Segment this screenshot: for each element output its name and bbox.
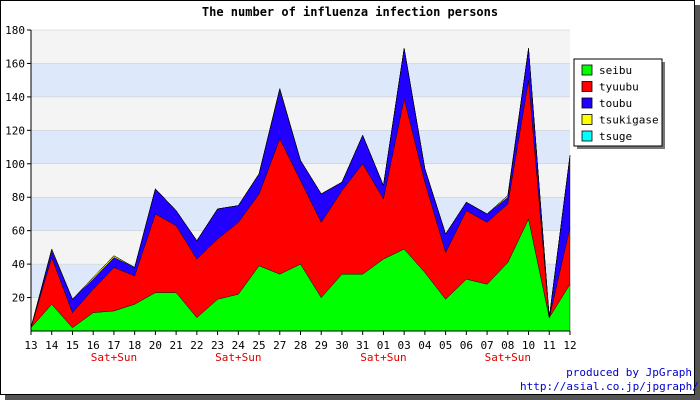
y-tick-label: 140: [5, 91, 25, 104]
x-tick-label: 03: [398, 339, 411, 352]
legend-label-tsukigase: tsukigase: [599, 114, 659, 127]
grid-band: [31, 96, 570, 131]
y-tick-label: 40: [12, 258, 25, 271]
y-tick-label: 180: [5, 24, 25, 37]
x-tick-label: 04: [418, 339, 432, 352]
legend-swatch-toubu: [581, 97, 593, 109]
grid-band: [31, 130, 570, 164]
y-tick-label: 80: [12, 191, 25, 204]
y-tick-label: 60: [12, 225, 25, 238]
x-tick-label: 23: [211, 339, 224, 352]
x-tick-label: 29: [315, 339, 328, 352]
x-tick-label: 14: [45, 339, 59, 352]
x-tick-label: 08: [501, 339, 514, 352]
x-tick-label: 30: [335, 339, 348, 352]
y-tick-label: 20: [12, 292, 25, 305]
y-tick-label: 120: [5, 124, 25, 137]
y-tick-label: 160: [5, 57, 25, 70]
x-tick-label: 11: [543, 339, 556, 352]
x-tick-label: 15: [66, 339, 79, 352]
credit: produced by JpGraph http://asial.co.jp/j…: [520, 366, 699, 394]
credit-link[interactable]: http://asial.co.jp/jpgraph/: [520, 380, 699, 393]
x-tick-label: 06: [460, 339, 473, 352]
x-tick-label: 24: [232, 339, 246, 352]
x-tick-label: 20: [149, 339, 162, 352]
weekend-label: Sat+Sun: [360, 351, 406, 364]
x-tick-label: 25: [252, 339, 265, 352]
legend-swatch-tyuubu: [581, 81, 593, 92]
x-tick-label: 05: [439, 339, 452, 352]
x-tick-label: 21: [169, 339, 182, 352]
chart-title: The number of influenza infection person…: [202, 5, 498, 19]
x-tick-label: 10: [522, 339, 535, 352]
x-tick-label: 28: [294, 339, 307, 352]
x-tick-label: 27: [273, 339, 286, 352]
legend-label-tyuubu: tyuubu: [599, 81, 639, 94]
legend-swatch-tsuge: [581, 130, 593, 142]
legend: seibu tyuubu toubu tsukigase tsuge: [573, 58, 665, 149]
legend-label-tsuge: tsuge: [599, 130, 632, 143]
weekend-label: Sat+Sun: [91, 351, 137, 364]
legend-label-toubu: toubu: [599, 97, 632, 110]
x-tick-label: 31: [356, 339, 369, 352]
frame-shadow-right: [695, 5, 700, 400]
legend-label-seibu: seibu: [599, 64, 632, 77]
x-tick-label: 07: [480, 339, 493, 352]
x-tick-label: 22: [190, 339, 203, 352]
legend-swatch-tsukigase: [581, 114, 593, 125]
legend-swatch-seibu: [581, 64, 593, 76]
x-tick-label: 18: [128, 339, 141, 352]
weekend-label: Sat+Sun: [215, 351, 261, 364]
area-tsuge: [30, 48, 571, 328]
x-tick-label: 16: [87, 339, 100, 352]
weekend-label: Sat+Sun: [485, 351, 531, 364]
x-tick-label: 17: [107, 339, 120, 352]
credit-line-1: produced by JpGraph: [566, 366, 692, 379]
y-tick-label: 100: [5, 158, 25, 171]
x-tick-label: 13: [24, 339, 37, 352]
x-tick-label: 01: [377, 339, 390, 352]
grid-band: [31, 30, 570, 64]
stacked-areas: [30, 48, 571, 332]
frame-shadow-bottom: [5, 395, 700, 400]
x-tick-label: 12: [563, 339, 576, 352]
grid-band: [31, 63, 570, 97]
